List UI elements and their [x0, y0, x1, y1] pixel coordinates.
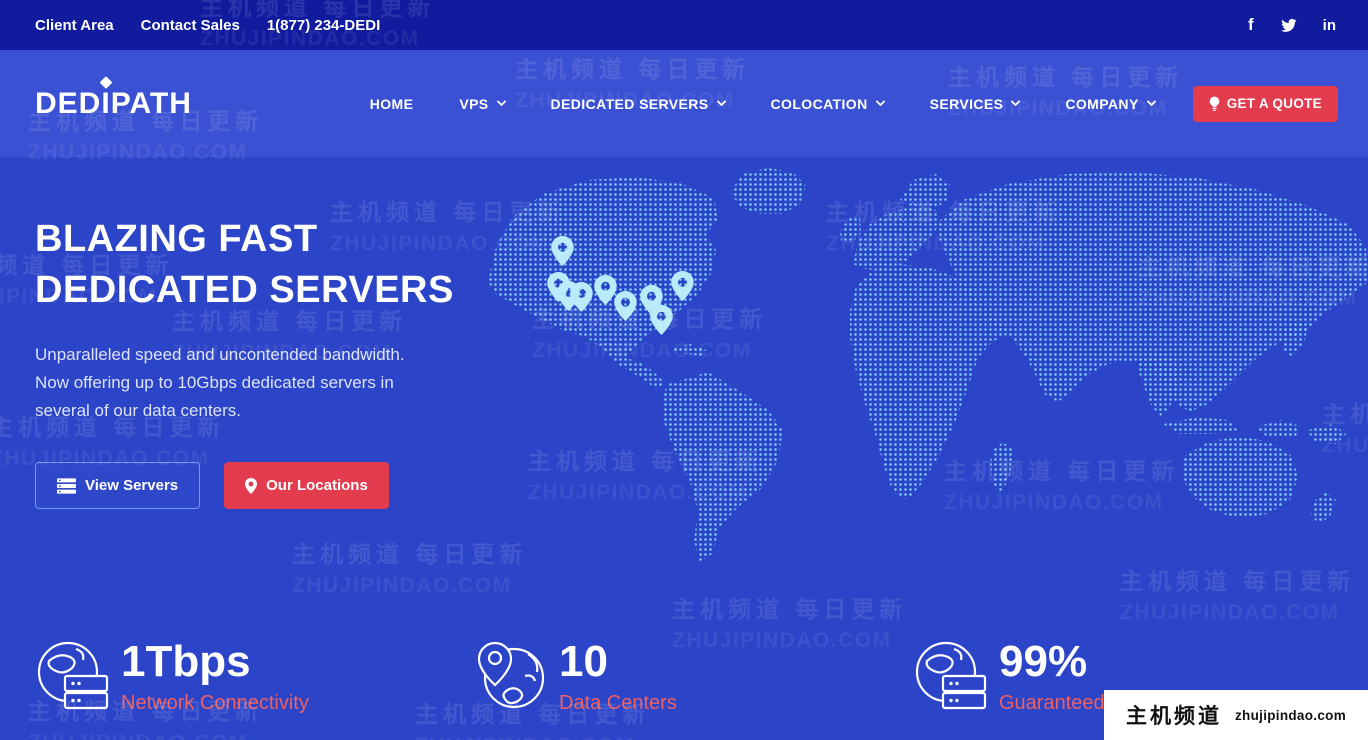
our-locations-button[interactable]: Our Locations	[224, 462, 389, 509]
stat-network-connectivity: 1Tbps Network Connectivity	[35, 638, 309, 715]
map-pin-marker	[570, 282, 593, 312]
chevron-down-icon	[716, 96, 726, 107]
linkedin-icon[interactable]: in	[1322, 16, 1336, 34]
badge-site-url: zhujipindao.com	[1235, 707, 1346, 723]
nav-company[interactable]: COMPANY	[1065, 96, 1157, 112]
facebook-icon[interactable]: f	[1247, 15, 1254, 34]
dedipath-logo[interactable]: DED I PATH	[35, 75, 192, 121]
nav-dedicated-servers[interactable]: DEDICATED SERVERS	[551, 96, 726, 112]
nav-services[interactable]: SERVICES	[930, 96, 1021, 112]
stat-label: Data Centers	[559, 692, 677, 714]
map-pin-marker	[671, 271, 694, 301]
chevron-down-icon	[496, 96, 506, 107]
stat-value: 10	[559, 637, 608, 686]
view-servers-button[interactable]: View Servers	[35, 462, 201, 509]
chevron-down-icon	[875, 96, 886, 107]
stat-value: 1Tbps	[121, 637, 251, 686]
client-area-link[interactable]: Client Area	[35, 16, 114, 34]
nav-colocation[interactable]: COLOCATION	[771, 96, 886, 112]
chevron-down-icon	[1146, 96, 1157, 107]
nav-vps[interactable]: VPS	[459, 96, 506, 112]
madagascar	[990, 442, 1013, 494]
badge-site-name: 主机频道	[1126, 705, 1222, 728]
new-guinea	[1308, 424, 1346, 444]
map-pin-marker	[650, 305, 673, 335]
logo-text: DED	[35, 86, 102, 120]
social-links: f in	[1248, 15, 1336, 35]
topbar-links: Client Area Contact Sales 1(877) 234-DED…	[35, 17, 380, 34]
map-pin-marker	[614, 291, 637, 321]
server-stack-icon	[57, 477, 76, 494]
main-nav: HOME VPS DEDICATED SERVERS COLOCATION SE…	[369, 95, 1157, 112]
main-header: DED I PATH HOME VPS DEDICATED SERVERS COLO…	[0, 50, 1368, 157]
chevron-down-icon	[1010, 96, 1021, 107]
caribbean-islands	[673, 344, 706, 356]
globe-server-icon	[37, 641, 109, 710]
map-pin-marker	[594, 275, 617, 305]
map-pin-icon	[245, 477, 258, 494]
stat-data-centers: 10 Data Centers	[473, 638, 677, 715]
stat-value: 99%	[999, 637, 1088, 686]
hero-paragraph: Unparalleled speed and uncontended bandw…	[35, 345, 405, 420]
phone-link[interactable]: 1(877) 234-DEDI	[266, 16, 381, 34]
stat-guaranteed: 99% Guaranteed	[913, 638, 1105, 715]
lightbulb-icon	[1209, 96, 1219, 111]
hero-buttons: View Servers Our Locations	[35, 462, 389, 509]
indonesia	[1163, 417, 1238, 434]
globe-pin-icon	[477, 641, 545, 709]
twitter-icon[interactable]	[1280, 18, 1297, 33]
world-map	[468, 162, 1368, 572]
hero-heading: BLAZING FAST DEDICATED SERVERS	[35, 218, 454, 311]
map-pin-marker	[551, 236, 574, 266]
topbar: Client Area Contact Sales 1(877) 234-DED…	[0, 0, 1368, 50]
indonesia-east	[1256, 420, 1300, 438]
stat-label: Network Connectivity	[121, 692, 309, 714]
british-isles	[840, 218, 861, 242]
nav-home[interactable]: HOME	[369, 95, 414, 112]
continent-greenland	[730, 168, 806, 214]
site-watermark-badge: 主机频道 zhujipindao.com	[1104, 690, 1368, 740]
get-a-quote-button[interactable]: GET A QUOTE	[1192, 85, 1338, 122]
stat-label: Guaranteed	[999, 692, 1105, 714]
contact-sales-link[interactable]: Contact Sales	[140, 16, 240, 34]
globe-server-icon	[915, 641, 987, 710]
